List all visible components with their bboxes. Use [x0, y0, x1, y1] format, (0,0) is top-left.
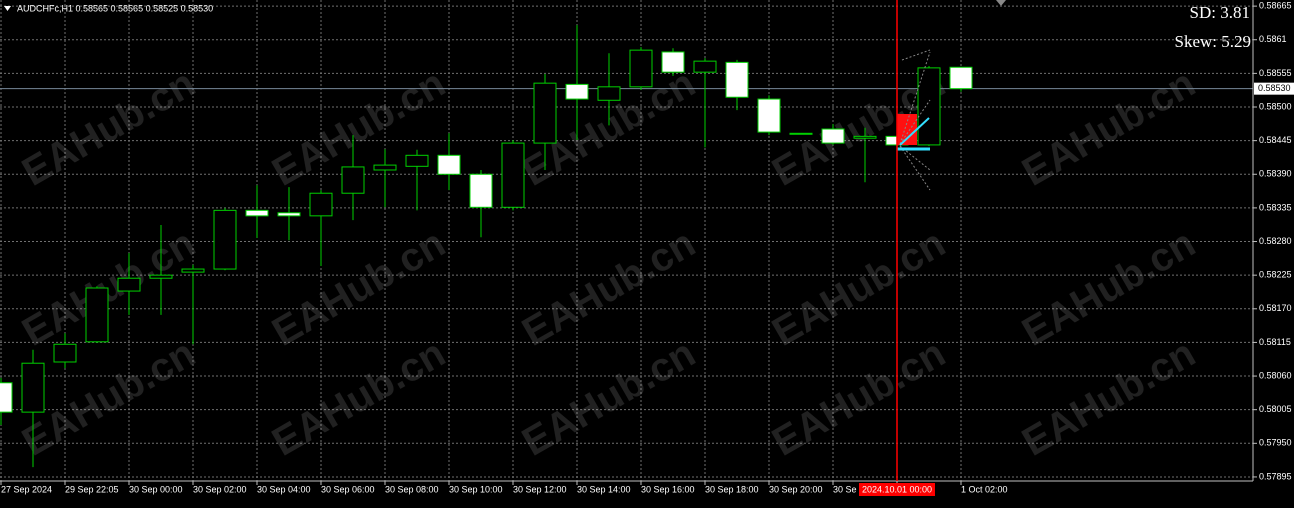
candle-body [309, 192, 333, 217]
x-tick-label: 27 Sep 2024 [1, 484, 52, 494]
y-tick-label: 0.57950 [1259, 438, 1292, 448]
menu-arrow[interactable] [4, 6, 11, 11]
x-tick-label: 30 Se [833, 484, 857, 494]
annotation: Skew: 5.29 [1175, 32, 1252, 51]
fan-line [899, 145, 931, 191]
candle-body [181, 268, 205, 273]
y-tick-label: 0.58170 [1259, 303, 1292, 313]
chart-title: AUDCHFc,H1 0.58565 0.58565 0.58525 0.585… [17, 3, 213, 13]
candle-body [373, 164, 397, 171]
x-tick-label: 1 Oct 02:00 [961, 484, 1008, 494]
candle-body [725, 61, 749, 98]
shift-marker [996, 0, 1006, 6]
candle-body [501, 142, 525, 208]
x-tick-label: 30 Sep 20:00 [769, 484, 823, 494]
candle-body [341, 166, 365, 194]
candle-body [821, 128, 845, 144]
y-tick-label: 0.5861 [1259, 34, 1287, 44]
highlight-label: 2024.10.01 00:00 [862, 484, 932, 494]
y-tick-label: 0.58005 [1259, 404, 1292, 414]
indicator-line [899, 117, 930, 146]
x-tick-label: 30 Sep 02:00 [193, 484, 247, 494]
annotation: SD: 3.81 [1190, 3, 1250, 22]
y-tick-label: 0.57895 [1259, 471, 1292, 481]
candle-body [629, 49, 653, 88]
y-tick-label: 0.58445 [1259, 135, 1292, 145]
x-tick-label: 30 Sep 18:00 [705, 484, 759, 494]
candle-body [661, 51, 685, 73]
candle-body [757, 98, 781, 133]
y-tick-label: 0.58115 [1259, 337, 1291, 347]
candle-body [853, 135, 877, 139]
candle-body [21, 362, 45, 413]
candle-body [469, 173, 493, 208]
indicator-drawing [897, 49, 931, 191]
candle-body [693, 60, 717, 73]
fan-line [899, 51, 931, 145]
x-tick-label: 30 Sep 04:00 [257, 484, 311, 494]
current-price-box [1254, 82, 1294, 95]
y-tick-label: 0.58060 [1259, 370, 1292, 380]
candle-body [85, 287, 109, 343]
candle-body [949, 66, 973, 90]
fan-line [899, 99, 931, 145]
candle-body [597, 86, 621, 101]
candle-body [277, 212, 301, 217]
candle-body [565, 83, 589, 100]
y-tick-label: 0.58335 [1259, 202, 1292, 212]
x-tick-label: 30 Sep 06:00 [321, 484, 375, 494]
candles [0, 25, 1253, 468]
x-tick-label: 29 Sep 22:05 [65, 484, 119, 494]
indicator-box [897, 114, 917, 145]
x-tick-label: 30 Sep 12:00 [513, 484, 567, 494]
x-tick-label: 30 Sep 14:00 [577, 484, 631, 494]
y-tick-label: 0.58390 [1259, 169, 1292, 179]
fan-line [899, 145, 931, 171]
candle-body [917, 67, 941, 146]
fan-line [901, 49, 931, 61]
x-tick-label: 30 Sep 00:00 [129, 484, 183, 494]
y-tick-label: 0.58665 [1259, 0, 1292, 10]
candle-body [437, 154, 461, 175]
candle-body [533, 82, 557, 144]
candle-body [149, 274, 173, 279]
x-tick-label: 30 Sep 16:00 [641, 484, 695, 494]
candle-body [53, 343, 77, 363]
candle-body [405, 154, 429, 167]
x-tick-label: 30 Sep 08:00 [385, 484, 439, 494]
y-tick-label: 0.58225 [1259, 270, 1292, 280]
y-tick-label: 0.58280 [1259, 236, 1292, 246]
current-price-label: 0.58530 [1258, 83, 1291, 93]
candle-body [245, 209, 269, 217]
candle-body [117, 277, 141, 292]
y-tick-label: 0.58500 [1259, 101, 1292, 111]
highlight-label-box [859, 483, 935, 496]
y-tick-label: 0.58555 [1259, 68, 1292, 78]
candle-body [213, 209, 237, 270]
candle-body [789, 132, 813, 135]
x-tick-label: 30 Sep 10:00 [449, 484, 503, 494]
candle-body [0, 382, 13, 413]
